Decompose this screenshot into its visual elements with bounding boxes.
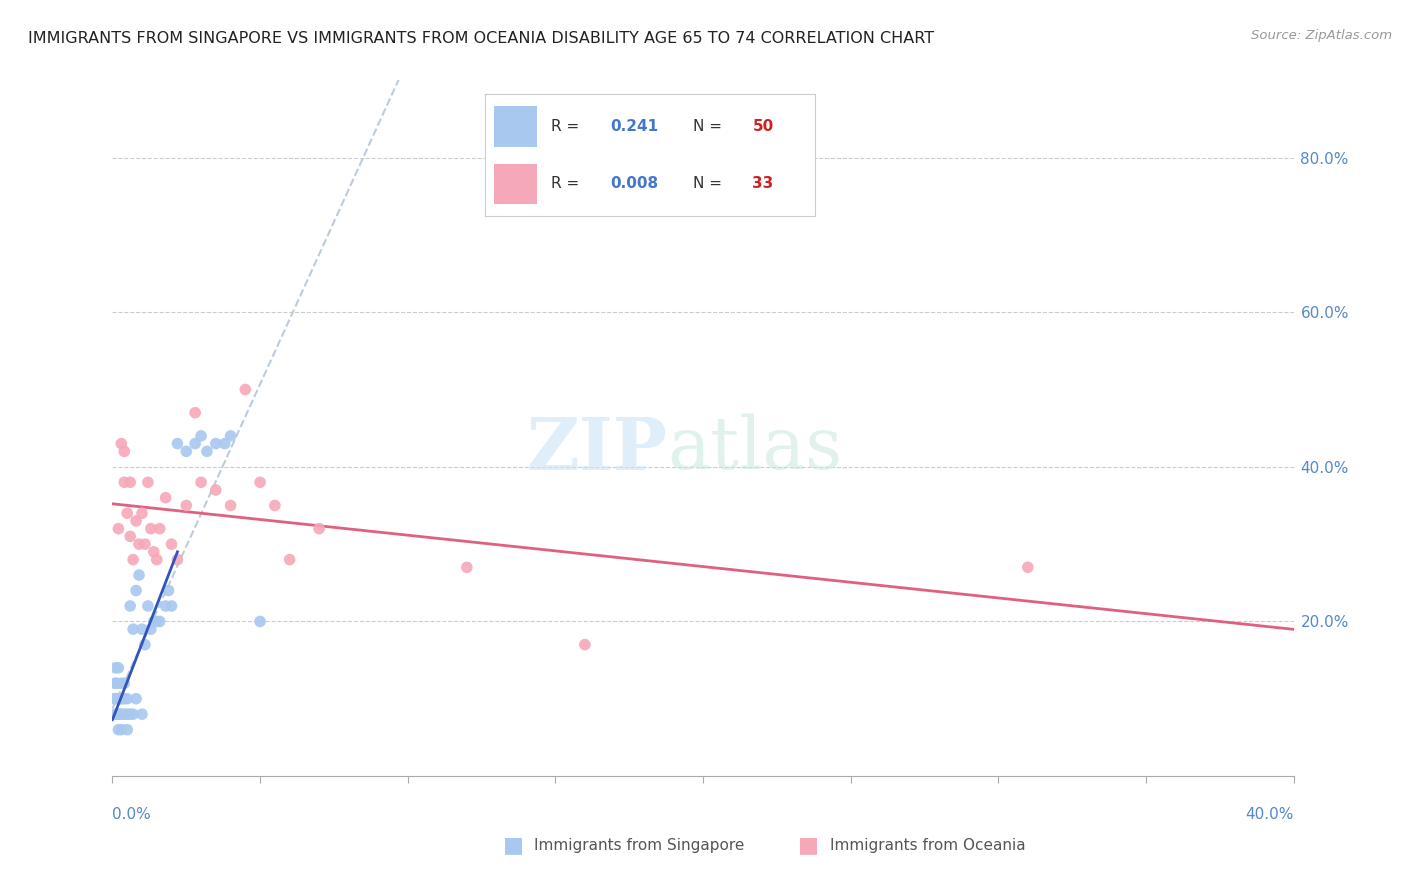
Text: ■: ■ [799,836,818,855]
Point [142,615,165,629]
Text: Immigrants from Singapore: Immigrants from Singapore [534,838,745,853]
Point [155,599,177,613]
Point [134,638,156,652]
Point [112,707,135,722]
Point [128,568,150,582]
Point [174,444,197,458]
Point [174,499,197,513]
Point [110,676,132,690]
Point [155,491,177,505]
Point [107,522,129,536]
Point [166,436,188,450]
Point [108,691,131,706]
Point [249,475,271,490]
Point [1017,560,1039,574]
Point [233,383,256,397]
Point [104,676,127,690]
Text: ■: ■ [503,836,523,855]
Point [108,707,131,722]
Point [456,560,478,574]
Point [117,707,138,722]
Point [139,622,162,636]
Point [105,707,128,722]
Point [117,506,138,520]
Point [107,707,129,722]
Point [125,583,148,598]
Point [205,483,228,497]
Point [149,522,172,536]
Point [249,615,271,629]
Point [146,552,169,566]
Point [160,599,183,613]
Point [125,514,148,528]
Point [128,537,150,551]
Point [219,429,242,443]
Point [205,436,228,450]
Text: 0.0%: 0.0% [112,807,152,822]
Point [131,506,153,520]
Text: atlas: atlas [668,414,844,484]
Point [120,529,142,543]
Point [184,406,207,420]
Point [120,599,142,613]
Point [146,615,169,629]
Point [166,552,188,566]
Point [139,522,162,536]
Point [160,537,183,551]
Point [105,676,128,690]
Point [136,599,159,613]
Point [104,707,127,722]
Point [112,676,135,690]
Point [122,622,145,636]
Point [120,475,142,490]
Point [136,475,159,490]
Text: Immigrants from Oceania: Immigrants from Oceania [830,838,1025,853]
Point [219,499,242,513]
Text: 40.0%: 40.0% [1246,807,1294,822]
Point [112,444,135,458]
Point [195,444,218,458]
Point [190,429,212,443]
Point [131,707,153,722]
Point [214,436,236,450]
Point [117,691,138,706]
Point [117,723,138,737]
Point [142,545,165,559]
Point [134,537,156,551]
Point [110,691,132,706]
Point [112,691,135,706]
Point [107,691,129,706]
Point [157,583,180,598]
Point [131,622,153,636]
Point [122,552,145,566]
Point [103,691,125,706]
Point [104,661,127,675]
Point [574,638,596,652]
Point [190,475,212,490]
Point [122,707,145,722]
Text: ZIP: ZIP [527,414,668,484]
Point [264,499,287,513]
Point [105,691,128,706]
Text: IMMIGRANTS FROM SINGAPORE VS IMMIGRANTS FROM OCEANIA DISABILITY AGE 65 TO 74 COR: IMMIGRANTS FROM SINGAPORE VS IMMIGRANTS … [28,31,934,46]
Point [308,522,330,536]
Point [107,723,129,737]
Point [110,436,132,450]
Text: Source: ZipAtlas.com: Source: ZipAtlas.com [1251,29,1392,42]
Point [110,723,132,737]
Point [184,436,207,450]
Point [110,707,132,722]
Point [120,707,142,722]
Point [149,615,172,629]
Point [112,475,135,490]
Point [125,691,148,706]
Point [107,661,129,675]
Point [278,552,301,566]
